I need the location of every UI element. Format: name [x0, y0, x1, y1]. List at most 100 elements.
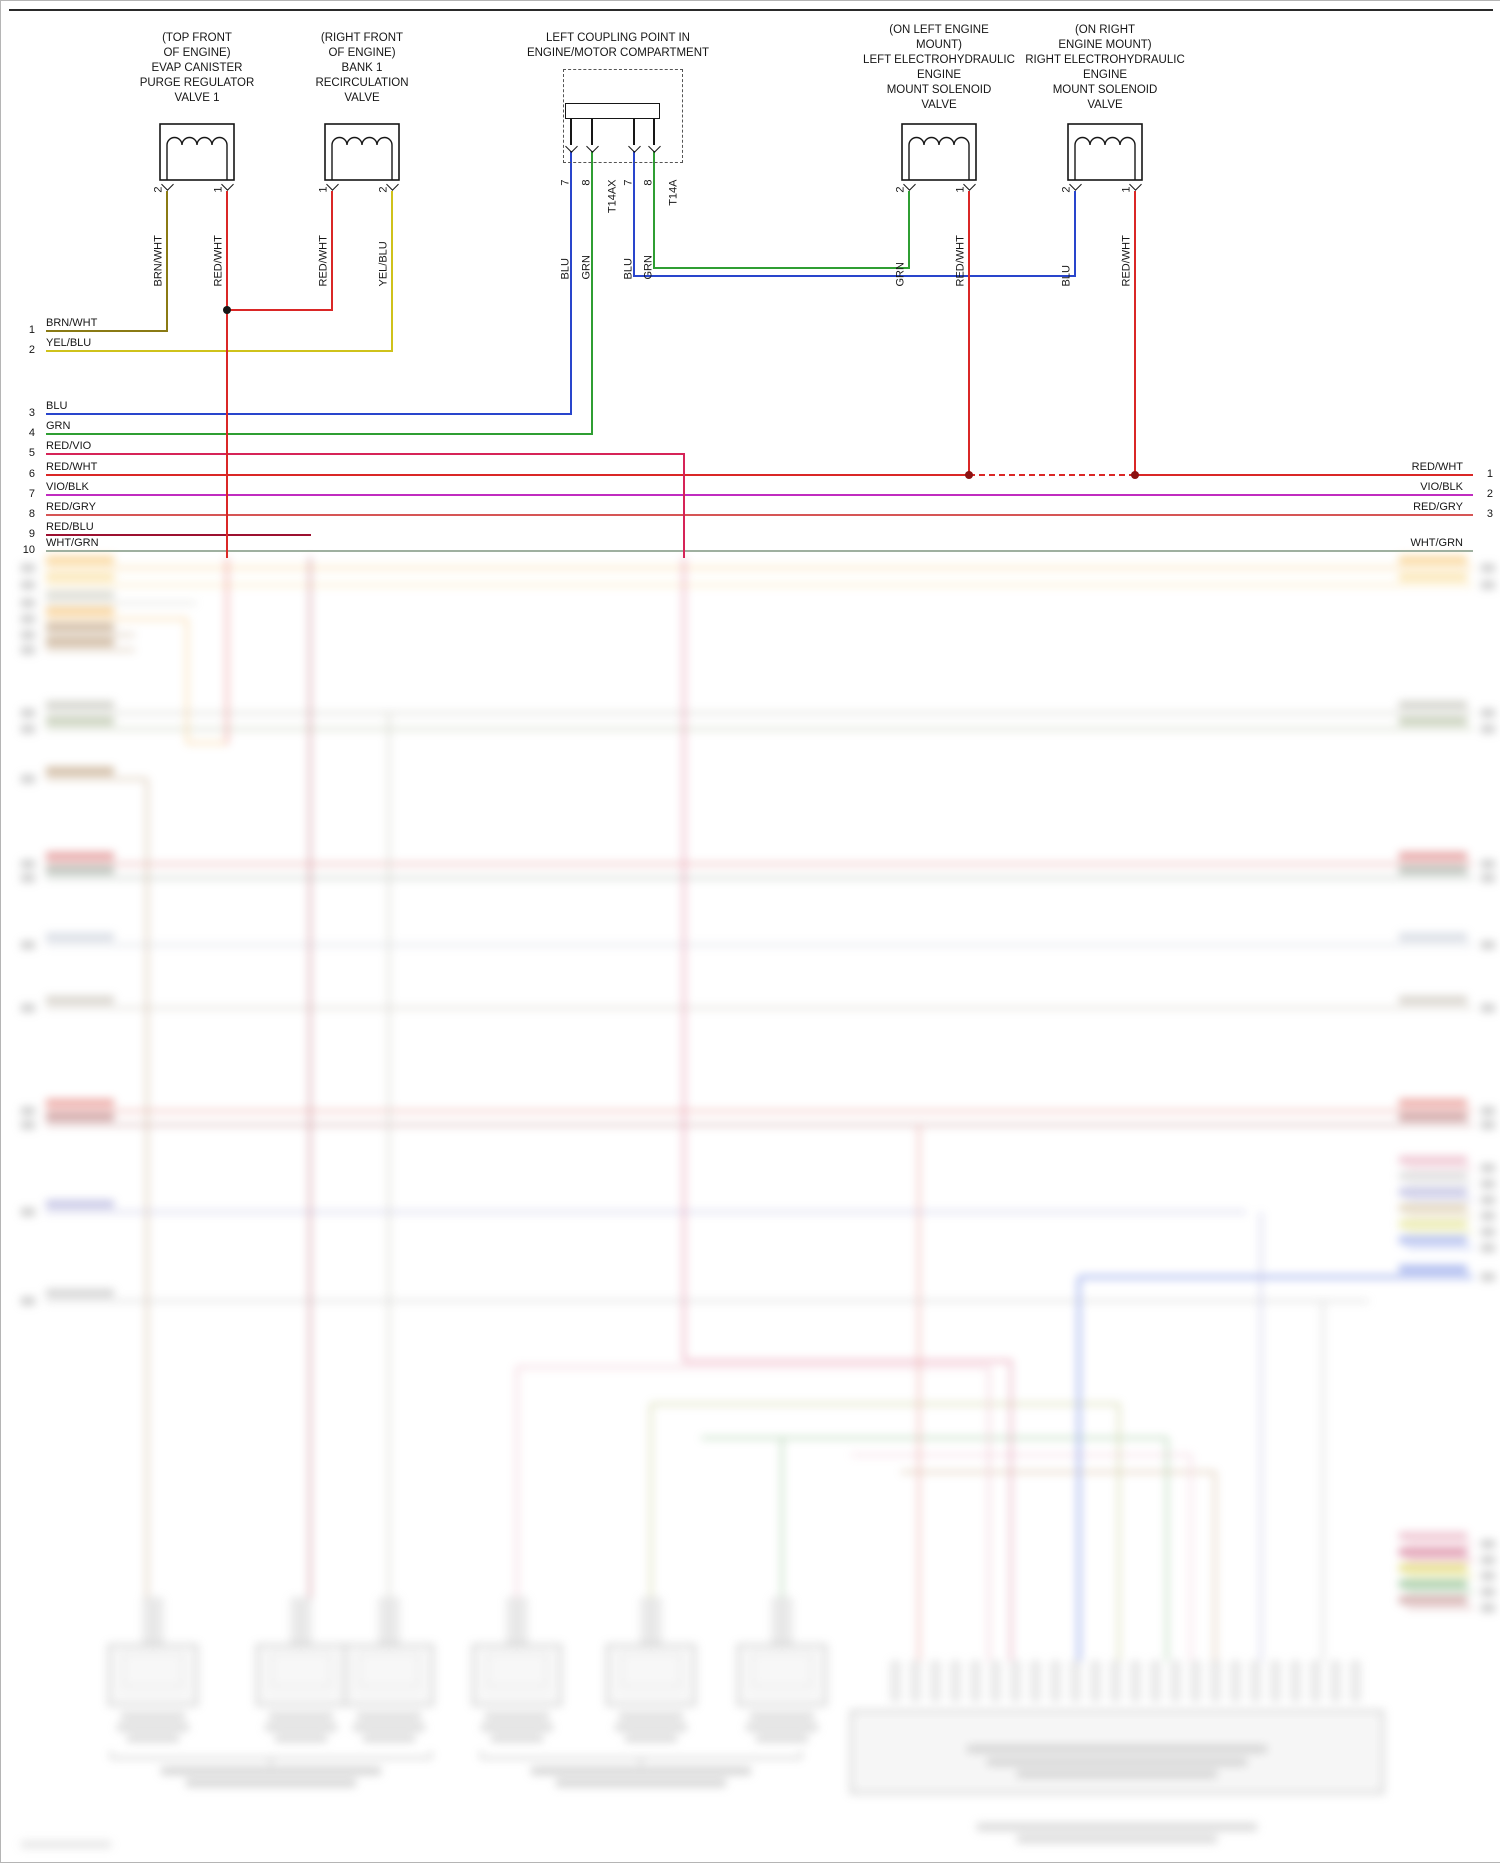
blur-text-bar [46, 607, 114, 615]
blurred-wire [684, 1360, 1012, 1362]
wire-segment [591, 119, 593, 145]
blur-text-bar [1481, 1540, 1495, 1548]
right-terminal-2-num: 2 [1486, 488, 1493, 500]
blur-text-bar [1399, 1099, 1467, 1107]
blurred-ecm-pin [951, 1661, 960, 1701]
blurred-ecm-pin [1031, 1661, 1040, 1701]
pin-label-coupling-grn-left: GRN 8 [580, 179, 592, 280]
blur-text-bar [1481, 1228, 1495, 1236]
blur-text-bar [1399, 573, 1467, 581]
blurred-wire [226, 557, 228, 744]
blur-text-bar [1481, 1121, 1495, 1129]
blur-text-bar [46, 1099, 114, 1107]
left-terminal-6-label: RED/WHT [46, 461, 98, 473]
blurred-wire [1190, 1455, 1192, 1661]
blur-text-bar [1481, 581, 1495, 589]
blurred-coil-inner [487, 1653, 547, 1687]
blur-text-bar [1399, 996, 1467, 1004]
blur-text-bar [1399, 1113, 1467, 1121]
pin-label-evap-brnwht: BRN/WHT 2 [152, 186, 164, 287]
blurred-coil-inner [359, 1653, 419, 1687]
blur-text-bar [1481, 1572, 1495, 1580]
blurred-wire [1214, 1472, 1216, 1661]
blur-text-bar [1481, 1244, 1495, 1252]
blurred-wire [918, 1125, 920, 1661]
blurred-wire [46, 728, 1473, 730]
blur-text-bar [615, 1724, 687, 1731]
blur-text-bar [1399, 1265, 1467, 1273]
blur-text-bar [531, 1767, 751, 1775]
blur-text-bar [161, 1767, 381, 1775]
left-terminal-5-num: 5 [28, 447, 35, 459]
blurred-ecm-pin [1351, 1661, 1360, 1701]
wire-segment [1074, 191, 1076, 277]
blurred-wire [781, 1438, 783, 1598]
blur-text-bar [491, 1735, 543, 1742]
blurred-wire [46, 1124, 1473, 1126]
blurred-wire [46, 1300, 1369, 1302]
blur-text-bar [750, 1713, 814, 1720]
left-terminal-3-label: BLU [46, 400, 68, 412]
blurred-ecm-pin [1131, 1661, 1140, 1701]
blurred-wire [1407, 1559, 1473, 1561]
blur-text-bar [21, 631, 35, 639]
left-terminal-4-num: 4 [28, 427, 35, 439]
blur-text-bar [46, 1113, 114, 1121]
blurred-wire [46, 863, 1473, 865]
blur-text-bar [1481, 1588, 1495, 1596]
blur-text-bar [1399, 556, 1467, 564]
left-terminal-10-num: 10 [22, 544, 35, 556]
wire-segment [46, 534, 311, 536]
blurred-wire [146, 779, 148, 1598]
blurred-ecm-pin [1191, 1661, 1200, 1701]
blurred-wire [1077, 1277, 1081, 1661]
solenoid-symbol-left-mount-valve [901, 123, 977, 181]
blur-text-bar [1399, 1580, 1467, 1588]
blur-text-bar [46, 717, 114, 725]
component-title-recirc-valve: (RIGHT FRONT OF ENGINE) BANK 1 RECIRCULA… [315, 32, 409, 104]
wire-segment [46, 474, 970, 476]
wire-segment [1134, 191, 1136, 476]
wire-segment-dashed [969, 474, 1135, 476]
pin-label-recirc-yelblu: YEL/BLU 2 [377, 186, 389, 287]
blur-text-bar [1481, 709, 1495, 717]
blur-text-bar [46, 933, 114, 941]
blur-text-bar [485, 1713, 549, 1720]
blur-text-bar [46, 1289, 114, 1297]
blurred-coil-pin [388, 1601, 390, 1641]
wire-segment [227, 309, 333, 311]
pin-label-rightmount-redwht: RED/WHT 1 [1120, 186, 1132, 287]
blur-text-bar [967, 1745, 1267, 1753]
connector-label-t14ax: T14AX [606, 179, 618, 214]
blur-text-bar [21, 615, 35, 623]
blurred-ecm-pin [991, 1661, 1000, 1701]
left-terminal-5-label: RED/VIO [46, 440, 92, 452]
blurred-wire [651, 1403, 1120, 1405]
blur-text-bar [1481, 1273, 1495, 1281]
wire-segment [633, 119, 635, 145]
blur-text-bar [46, 638, 114, 646]
blurred-ecm-pin [1331, 1661, 1340, 1701]
blurred-wire [1118, 1404, 1120, 1661]
blurred-wire [110, 1751, 112, 1758]
wire-junction-dot [1131, 471, 1139, 479]
blur-text-bar [619, 1713, 683, 1720]
blur-text-bar [121, 1713, 185, 1720]
blur-text-bar [46, 623, 114, 631]
blur-text-bar [1481, 1212, 1495, 1220]
blur-text-bar [625, 1735, 677, 1742]
wire-segment [570, 119, 572, 145]
blurred-ecm-pin [1091, 1661, 1100, 1701]
left-terminal-4-label: GRN [46, 420, 71, 432]
blur-text-bar [21, 941, 35, 949]
blur-text-bar [1399, 1236, 1467, 1244]
wire-segment [46, 514, 1473, 516]
blur-text-bar [21, 874, 35, 882]
blur-text-bar [1481, 564, 1495, 572]
blur-text-bar [357, 1713, 421, 1720]
wire-segment [908, 191, 910, 269]
blurred-wire [46, 712, 1473, 714]
right-terminal-4-label: WHT/GRN [1410, 537, 1463, 549]
wire-segment [653, 151, 655, 269]
blurred-wire [1166, 1438, 1168, 1661]
